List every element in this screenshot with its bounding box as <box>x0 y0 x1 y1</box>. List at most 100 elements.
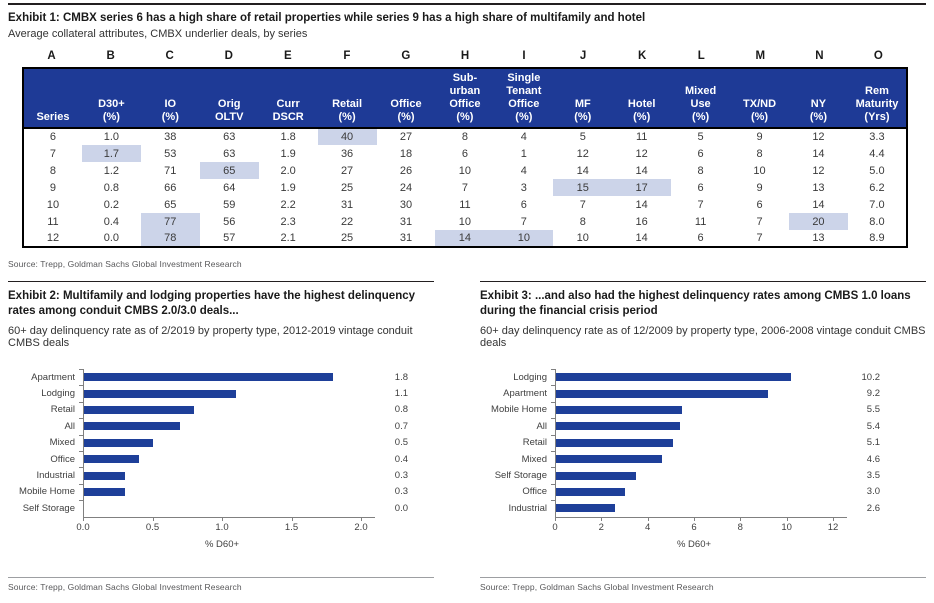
exhibit2-subtitle: 60+ day delinquency rate as of 2/2019 by… <box>8 325 413 349</box>
table-cell: 38 <box>164 131 177 143</box>
table-cell: 66 <box>164 181 177 194</box>
bar-value-label: 2.6 <box>866 502 880 514</box>
table-cell: 11 <box>459 198 471 211</box>
y-axis-tick <box>551 483 555 485</box>
table-cell: 16 <box>635 215 648 228</box>
category-label: Mixed <box>49 437 75 449</box>
table-cell: 14 <box>812 198 825 211</box>
table-header-cell: Rem Maturity (Yrs) <box>847 68 907 128</box>
table-cell: 7 <box>461 181 468 194</box>
exhibit2-source: Source: Trepp, Goldman Sachs Global Inve… <box>8 582 242 592</box>
table-cell: 14 <box>635 164 648 177</box>
category-label: Office <box>50 453 75 465</box>
exhibit2-panel: Exhibit 2: Multifamily and lodging prope… <box>8 281 434 603</box>
table-cell: 2.2 <box>280 198 296 211</box>
table-cell: 12 <box>812 131 825 143</box>
bar-value-label: 3.0 <box>866 486 880 498</box>
table-cell: 14 <box>635 232 648 244</box>
column-letter: A <box>47 50 56 62</box>
table-cell: 31 <box>399 232 413 244</box>
bar <box>83 487 125 496</box>
x-axis: 0.0 0.5 1.0 1.5 2.0 <box>76 516 375 533</box>
bar-track <box>83 500 388 516</box>
column-letter: G <box>401 50 411 62</box>
chart-row: All 5.4 <box>480 418 880 434</box>
table-cell: 7 <box>520 215 527 228</box>
bar-track <box>83 484 388 500</box>
exhibit3-bottom-rule <box>480 577 926 578</box>
category-label: Apartment <box>31 371 75 383</box>
bar-track <box>555 418 860 434</box>
y-axis-tick <box>551 369 555 370</box>
x-axis-tick <box>555 517 556 521</box>
column-letter: J <box>579 50 587 62</box>
category-label: Mobile Home <box>491 404 547 416</box>
table-cell: 53 <box>164 147 177 160</box>
x-axis-tick-label: 10 <box>781 521 792 533</box>
bar-value-label: 1.1 <box>394 388 408 400</box>
table-cell: 17 <box>612 179 672 196</box>
category-label: Office <box>522 486 547 498</box>
table-header-cell: Series <box>23 68 82 128</box>
table-cell: 36 <box>340 147 354 160</box>
column-letter: O <box>873 50 883 62</box>
category-label: All <box>64 420 75 432</box>
column-letter: C <box>165 50 174 62</box>
bar <box>83 373 334 382</box>
table-cell: 65 <box>199 162 259 179</box>
bar-value-label: 0.0 <box>394 502 408 514</box>
column-letter: B <box>106 50 115 62</box>
table-cell: 10 <box>458 164 472 177</box>
chart-row: Industrial 2.6 <box>480 500 880 516</box>
chart-row: Office 0.4 <box>8 451 408 467</box>
bar-track <box>555 484 860 500</box>
x-axis-tick-label: 12 <box>827 521 839 533</box>
chart-row: Retail 5.1 <box>480 435 880 451</box>
table-cell: 1.9 <box>280 181 296 194</box>
category-label: Apartment <box>503 388 547 400</box>
table-cell: 4 <box>520 131 527 143</box>
y-axis-tick <box>79 483 83 485</box>
bar <box>83 389 236 398</box>
chart-row: Mixed 4.6 <box>480 451 880 467</box>
bar-track <box>555 451 860 467</box>
bar-value-label: 0.3 <box>394 470 408 482</box>
exhibit1-source: Source: Trepp, Goldman Sachs Global Inve… <box>8 259 242 269</box>
bar-value-label: 4.6 <box>866 453 880 465</box>
x-axis-tick-label: 1.0 <box>215 521 229 533</box>
table-header-row: Series D30+ (%) IO (%) Orig OLTV Curr DSCR Re… <box>23 68 907 128</box>
table-cell: 14 <box>635 198 648 211</box>
table-row: 10 0.2 65 59 2.2 31 30 11 6 7 14 7 6 14 7.0 <box>23 196 907 213</box>
table-cell: 1.8 <box>280 131 296 143</box>
table-cell: 56 <box>223 215 236 228</box>
table-cell: 30 <box>399 198 413 211</box>
exhibit2-title: Exhibit 2: Multifamily and lodging prope… <box>8 290 416 317</box>
table-cell: 8 <box>697 164 704 177</box>
exhibit2-bar-chart: Apartment 1.8 Lodging 1.1 Retail 0.8 All 0.7 Mix… <box>8 369 408 550</box>
table-cell: 25 <box>340 232 354 244</box>
y-axis-tick <box>551 451 555 452</box>
table-cell: 8 <box>579 215 586 228</box>
x-axis-title: % D60+ <box>204 538 240 550</box>
table-cell: 3.3 <box>869 131 885 143</box>
table-cell: 1 <box>520 147 527 160</box>
x-axis-tick <box>152 517 154 521</box>
chart-row: Self Storage 0.0 <box>8 500 408 516</box>
table-cell: 8 <box>49 164 57 177</box>
x-axis-tick <box>833 517 834 521</box>
table-cell: 12 <box>635 147 648 160</box>
table-cell: 6 <box>520 198 527 211</box>
table-row: 9 0.8 66 64 1.9 25 24 7 3 15 17 6 9 13 6.2 <box>23 179 907 196</box>
column-letter: F <box>343 50 351 62</box>
table-header-cell: Single Tenant Office (%) <box>494 68 554 128</box>
table-cell: 10 <box>576 232 589 244</box>
bar-value-label: 0.7 <box>394 420 408 432</box>
y-axis-tick <box>551 418 555 420</box>
table-cell: 6 <box>697 232 704 244</box>
x-axis-tick-label: 4 <box>645 521 651 533</box>
y-axis <box>83 369 84 517</box>
table-cell: 4.4 <box>869 147 885 160</box>
table-cell: 6 <box>461 147 468 160</box>
table-cell: 1.2 <box>103 164 120 177</box>
table-cell: 11 <box>694 215 707 228</box>
